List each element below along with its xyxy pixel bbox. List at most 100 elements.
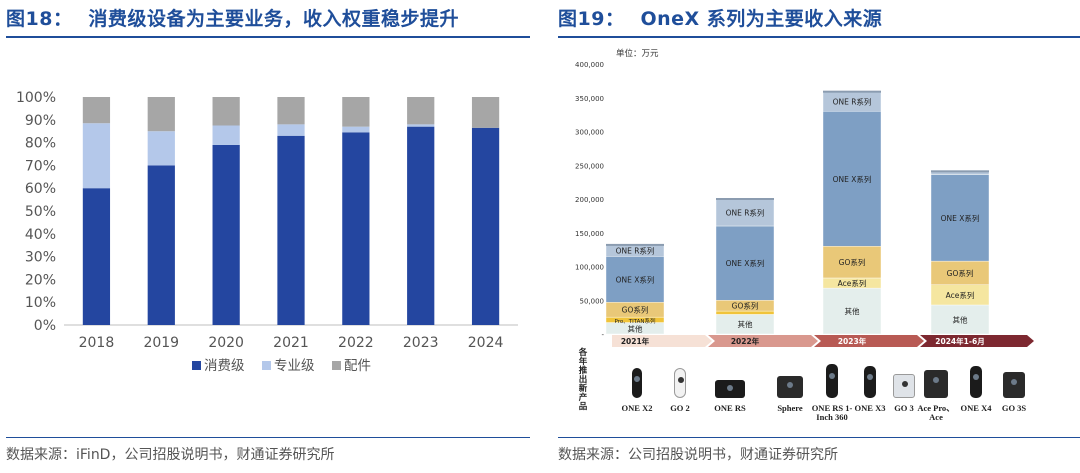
y-tick-label: 150,000 (575, 230, 604, 238)
camera-one-x2-icon (632, 368, 642, 398)
bar-segment (407, 124, 435, 127)
segment-label: 其他 (628, 323, 643, 333)
bar-segment (342, 97, 370, 127)
camera-one-rs-1inch-icon (826, 364, 838, 398)
camera-one-x3-icon (864, 366, 876, 398)
bar-segment (822, 246, 882, 279)
bar-segment (715, 198, 775, 227)
bar-segment (212, 144, 240, 325)
bar-segment (471, 127, 500, 325)
year-banner-arrow (612, 335, 712, 347)
bar-segment (277, 97, 305, 125)
figure-19-source: 数据来源：公司招股说明书，财通证券研究所 (558, 447, 838, 463)
camera-lens-icon (973, 374, 979, 380)
bar-segment (822, 287, 882, 335)
year-banner-arrow (920, 335, 1034, 347)
bar-top-edge (931, 170, 989, 173)
y-tick-label: 80% (25, 136, 56, 152)
y-tick-label: 100% (16, 90, 56, 106)
figure-19-title-text: OneX 系列为主要收入来源 (640, 8, 883, 30)
legend-label: 配件 (344, 358, 371, 374)
unit-label: 单位：万元 (616, 48, 659, 59)
x-tick-label: 2018 (79, 335, 115, 351)
segment-label: ONE X系列 (833, 174, 872, 184)
bar-segment (930, 304, 990, 335)
y-tick-label: 40% (25, 227, 56, 243)
bar-segment (715, 225, 775, 301)
bar-segment (407, 97, 435, 125)
year-banner-label: 2021年 (621, 336, 650, 346)
x-tick-label: 2024 (468, 335, 504, 351)
segment-label: ONE X系列 (941, 213, 980, 223)
x-tick-label: 2023 (403, 335, 439, 351)
x-tick-label: 2020 (208, 335, 244, 351)
camera-go2-icon (674, 368, 686, 398)
segment-label: GO系列 (839, 257, 866, 267)
product-label: Ace Pro、Ace (917, 403, 955, 422)
camera-one-x4-icon (970, 366, 982, 398)
y-tick-label: 20% (25, 272, 56, 288)
bar-segment (342, 126, 370, 133)
bar-segment (147, 131, 175, 166)
figure-19-number: 图19： (558, 8, 625, 30)
segment-label: ONE R系列 (616, 246, 655, 256)
segment-label: ONE X系列 (726, 258, 765, 268)
figure-19-title-rule (558, 36, 1080, 38)
segment-label: Pro、TITAN系列 (614, 317, 656, 325)
bar-top-edge (606, 243, 664, 246)
segment-label: 其他 (738, 319, 753, 329)
new-products-strip: 各年推出新产品 ONE X2 GO 2 ONE RS Sphere ONE RS 1-In… (552, 348, 1080, 436)
bar-top-edge (823, 90, 881, 93)
segment-label: 其他 (845, 306, 860, 316)
y-tick-label: 50,000 (580, 297, 605, 305)
bar-top-edge (716, 198, 774, 200)
bar-segment (212, 125, 240, 145)
figure-18-title-text: 消费级设备为主要业务，收入权重稳步提升 (88, 8, 459, 30)
x-tick-label: 2022 (338, 335, 374, 351)
segment-label: ONE R系列 (833, 96, 872, 106)
camera-lens-icon (867, 374, 873, 380)
y-tick-label: 10% (25, 295, 56, 311)
bar-segment (930, 174, 990, 262)
figure-19-source-rule (558, 437, 1080, 438)
y-tick-label: 400,000 (575, 61, 604, 69)
bar-segment (82, 123, 111, 189)
product-label: ONE X2 (621, 403, 653, 413)
figure-18-source-rule (6, 437, 530, 438)
legend-label: 专业级 (274, 358, 315, 374)
year-banner-label: 2023年 (838, 336, 867, 346)
camera-lens-icon (727, 384, 733, 391)
year-banner-arrow (708, 335, 818, 347)
segment-label: ONE X系列 (616, 274, 655, 284)
camera-lens-icon (933, 377, 939, 383)
y-tick-label: 200,000 (575, 196, 604, 204)
product-label: ONE RS 1-Inch 360 (811, 403, 853, 422)
bar-segment (147, 97, 175, 132)
legend-swatch (332, 361, 341, 370)
product-label: GO 3 (894, 403, 914, 413)
product-label: GO 2 (670, 403, 690, 413)
year-banner-label: 2022年 (731, 336, 760, 346)
year-banner-arrow (814, 335, 924, 347)
figure-19-title: 图19： OneX 系列为主要收入来源 (558, 4, 1080, 31)
camera-lens-icon (1011, 378, 1017, 385)
figure-18-panel: 图18： 消费级设备为主要业务，收入权重稳步提升 0% 10% 20% 30% 40% 50… (0, 0, 530, 473)
bar-segment (605, 256, 665, 303)
y-tick-label: 0% (34, 318, 56, 334)
onex-revenue-chart: 单位：万元 - 50,000 100,000 150,000 200,000 250,000… (575, 48, 1034, 347)
bar-segment (277, 135, 305, 325)
legend-swatch (262, 361, 271, 370)
segment-label: 其他 (953, 314, 968, 324)
camera-ace-pro-icon (924, 370, 948, 398)
bar-segment (147, 165, 175, 325)
bar-segment (407, 126, 435, 325)
segment-label: ONE R系列 (726, 208, 765, 218)
segment-label: GO系列 (947, 268, 974, 278)
y-tick-label: 350,000 (575, 95, 604, 103)
bar-segment (82, 97, 111, 124)
segment-label: GO系列 (732, 301, 759, 311)
y-tick-label: 90% (25, 113, 56, 129)
figure-18-title: 图18： 消费级设备为主要业务，收入权重稳步提升 (6, 4, 530, 31)
legend-swatch (192, 361, 201, 370)
segment-label: Ace系列 (838, 278, 867, 288)
